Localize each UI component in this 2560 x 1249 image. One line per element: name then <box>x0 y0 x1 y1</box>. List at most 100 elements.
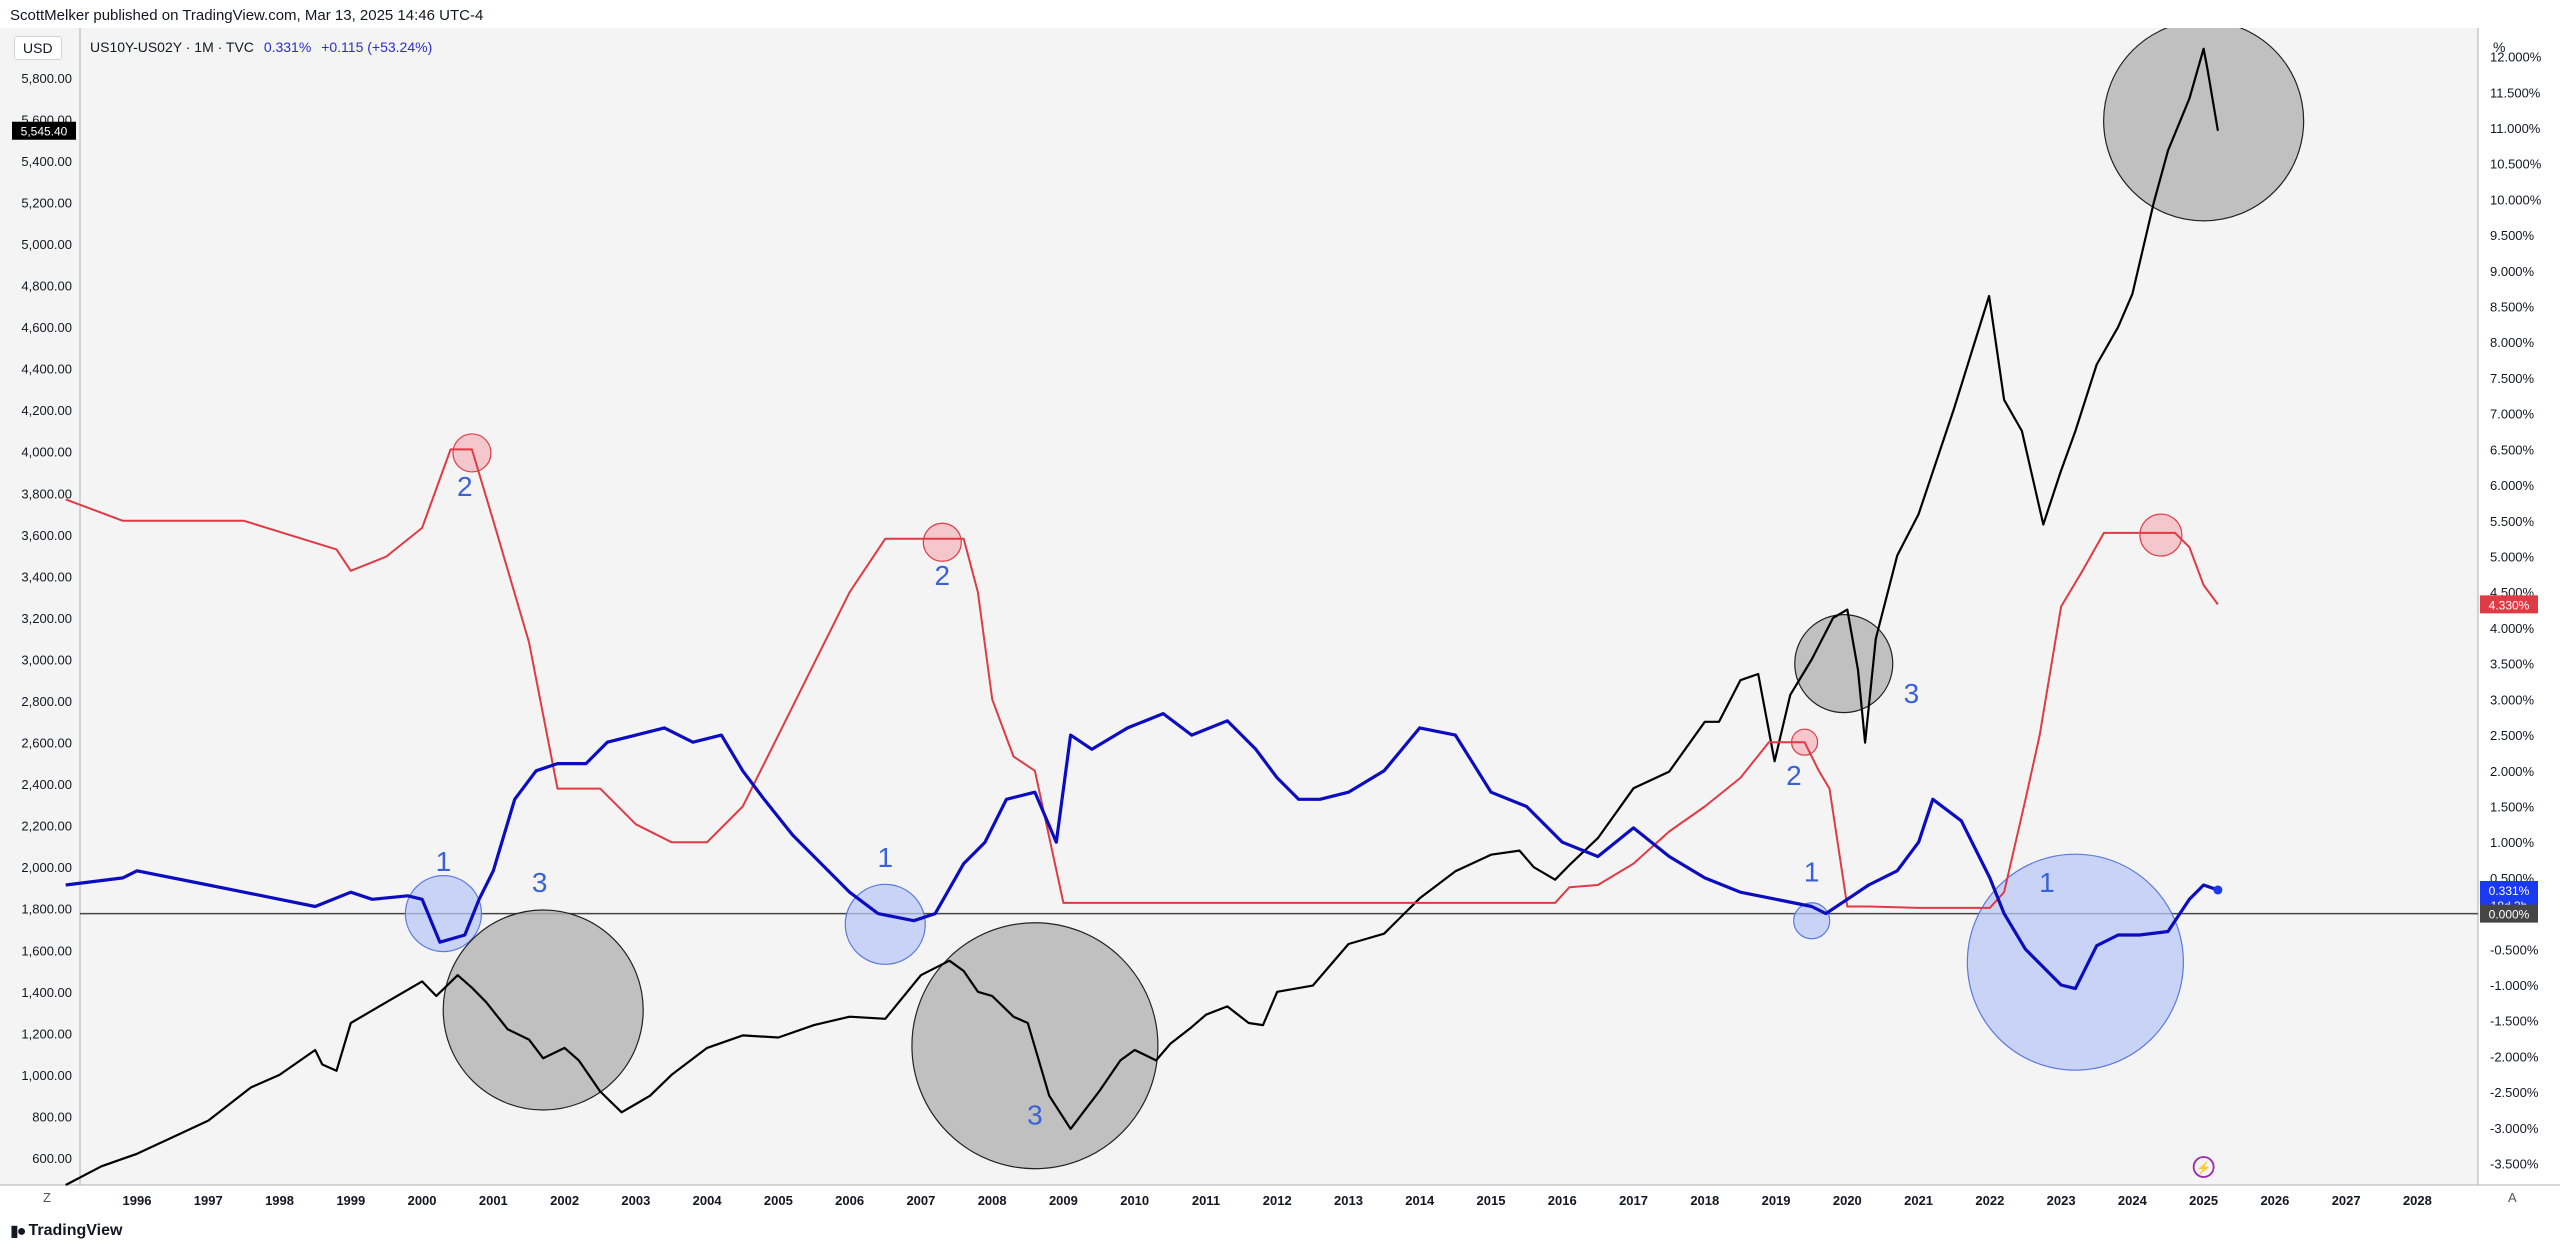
grey-highlight-circle <box>1794 614 1894 714</box>
legend-symbol: US10Y-US02Y · 1M · TVC <box>90 39 254 55</box>
tradingview-logo[interactable]: ▮● TradingView <box>10 1221 122 1241</box>
currency-button[interactable]: USD <box>14 36 62 60</box>
left-tick-label: 4,800.00 <box>21 279 72 294</box>
x-tick-label: 2009 <box>1049 1193 1078 1208</box>
annotation-label: 3 <box>1027 1099 1043 1130</box>
grey-highlight-circle <box>2103 28 2305 222</box>
right-tick-label: 2.500% <box>2490 728 2535 743</box>
left-tick-label: 4,200.00 <box>21 403 72 418</box>
event-marker-icon[interactable] <box>2192 1156 2215 1178</box>
x-tick-label: 2013 <box>1334 1193 1363 1208</box>
x-tick-label: 2001 <box>479 1193 508 1208</box>
right-tick-label: 8.500% <box>2490 300 2535 315</box>
right-value-tag <box>2480 904 2538 923</box>
right-tick-label: 2.000% <box>2490 764 2535 779</box>
x-tick-label: 2005 <box>764 1193 793 1208</box>
right-tick-label: 5.000% <box>2490 550 2535 565</box>
publish-info: ScottMelker published on TradingView.com… <box>10 7 484 24</box>
tradingview-logo-text: TradingView <box>28 1222 123 1239</box>
right-tick-label: 6.500% <box>2490 442 2535 457</box>
series-line-0 <box>65 47 2219 1186</box>
left-tick-label: 2,200.00 <box>21 819 72 834</box>
series-line-2 <box>65 712 2219 991</box>
chart-frame[interactable]: 600.00 800.00 1,000.00 1,200.00 1,400.00 1,60… <box>0 28 2560 1213</box>
right-tick-label: 7.000% <box>2490 407 2535 422</box>
red-highlight-circle <box>922 522 962 562</box>
left-last-value-label: 5,545.40 <box>21 125 68 139</box>
left-tick-label: 1,400.00 <box>21 985 72 1000</box>
x-tick-label: 1998 <box>265 1193 294 1208</box>
x-tick-label: 2014 <box>1405 1193 1435 1208</box>
x-tick-label: 2008 <box>978 1193 1007 1208</box>
left-tick-label: 4,600.00 <box>21 320 72 335</box>
left-tick-label: 5,200.00 <box>21 195 72 210</box>
right-value-tag <box>2480 595 2538 614</box>
annotation-label: 2 <box>457 471 473 502</box>
right-tick-label: -1.000% <box>2490 978 2539 993</box>
left-tick-label: 4,400.00 <box>21 362 72 377</box>
right-tick-label: 1.500% <box>2490 799 2535 814</box>
left-tick-label: 4,000.00 <box>21 445 72 460</box>
left-tick-label: 3,400.00 <box>21 569 72 584</box>
annotation-label: 1 <box>436 846 452 877</box>
x-tick-label: 2023 <box>2047 1193 2076 1208</box>
x-tick-label: 2018 <box>1690 1193 1719 1208</box>
right-value-label: 0.000% <box>2489 908 2530 922</box>
right-tick-label: 7.500% <box>2490 371 2535 386</box>
x-tick-label: 2019 <box>1762 1193 1791 1208</box>
series-line-1 <box>65 448 2219 909</box>
right-tick-label: 10.000% <box>2490 192 2542 207</box>
x-tick-label: 2020 <box>1833 1193 1862 1208</box>
x-tick-label: 1997 <box>194 1193 223 1208</box>
x-tick-label: 2016 <box>1548 1193 1577 1208</box>
right-tick-label: 9.000% <box>2490 264 2535 279</box>
right-value-label: 4.330% <box>2489 598 2530 612</box>
annotation-label: 1 <box>1804 856 1820 887</box>
x-tick-label: 2004 <box>693 1193 723 1208</box>
x-tick-label: 2011 <box>1192 1193 1220 1208</box>
left-tick-label: 800.00 <box>32 1109 72 1124</box>
right-tick-label: -2.500% <box>2490 1085 2539 1100</box>
x-tick-label: 2027 <box>2332 1193 2361 1208</box>
right-tick-label: 3.000% <box>2490 692 2535 707</box>
annotation-label: 3 <box>532 867 548 898</box>
left-tick-label: 2,400.00 <box>21 777 72 792</box>
left-tick-label: 1,200.00 <box>21 1026 72 1041</box>
x-tick-label: 1999 <box>336 1193 365 1208</box>
x-tick-label: 2003 <box>621 1193 650 1208</box>
x-tick-label: 2012 <box>1263 1193 1292 1208</box>
x-tick-label: 1996 <box>123 1193 152 1208</box>
right-tick-label: -1.500% <box>2490 1014 2539 1029</box>
right-tick-label: 12.000% <box>2490 50 2542 65</box>
zoom-reset-button[interactable]: Z <box>43 1190 51 1205</box>
chart-canvas[interactable]: 600.00 800.00 1,000.00 1,200.00 1,400.00 1,60… <box>0 28 2560 1213</box>
x-tick-label: 2021 <box>1904 1193 1933 1208</box>
annotation-label: 2 <box>1786 760 1802 791</box>
series-legend[interactable]: US10Y-US02Y · 1M · TVC 0.331% +0.115 (+5… <box>90 39 432 55</box>
right-tick-label: 9.500% <box>2490 228 2535 243</box>
legend-change: +0.115 (+53.24%) <box>321 39 433 55</box>
grey-highlight-circle <box>442 909 644 1111</box>
right-tick-label: -2.000% <box>2490 1049 2539 1064</box>
right-value-tag <box>2480 880 2538 899</box>
right-tick-label: -3.000% <box>2490 1121 2539 1136</box>
right-tick-label: 10.500% <box>2490 157 2542 172</box>
x-tick-label: 2024 <box>2118 1193 2148 1208</box>
left-tick-label: 5,400.00 <box>21 154 72 169</box>
spread-last-point <box>2213 885 2223 895</box>
x-tick-label: 2010 <box>1120 1193 1149 1208</box>
left-tick-label: 1,800.00 <box>21 902 72 917</box>
left-tick-label: 5,000.00 <box>21 237 72 252</box>
x-tick-label: 2025 <box>2189 1193 2218 1208</box>
left-last-value-tag <box>12 121 76 140</box>
left-tick-label: 3,200.00 <box>21 611 72 626</box>
left-tick-label: 2,600.00 <box>21 736 72 751</box>
right-tick-label: 3.500% <box>2490 657 2535 672</box>
x-tick-label: 2026 <box>2260 1193 2289 1208</box>
annotation-label: 3 <box>1904 678 1920 709</box>
right-tick-label: 1.000% <box>2490 835 2535 850</box>
left-tick-label: 3,000.00 <box>21 652 72 667</box>
x-tick-label: 2006 <box>835 1193 864 1208</box>
right-tick-label: 6.000% <box>2490 478 2535 493</box>
auto-scale-button[interactable]: A <box>2508 1190 2517 1205</box>
